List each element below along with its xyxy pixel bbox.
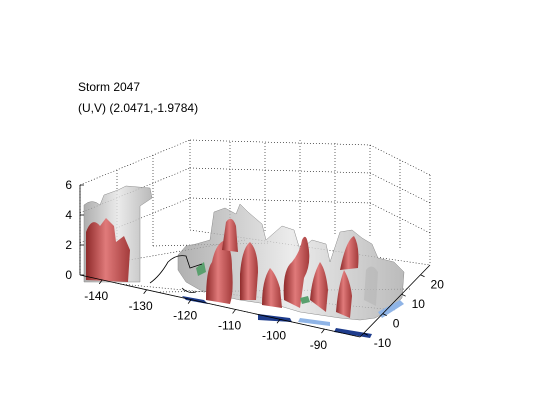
x-tick-mark xyxy=(98,279,103,285)
y-tick-mark xyxy=(401,293,406,297)
x-tick-label: -130 xyxy=(129,299,153,313)
z-tick-label: 2 xyxy=(65,238,72,252)
x-tick-mark xyxy=(187,299,192,304)
y-axis-line xyxy=(359,264,431,338)
x-tick-label: -100 xyxy=(262,328,286,342)
x-tick-mark xyxy=(276,319,281,324)
y-tick-mark xyxy=(420,274,425,278)
x-axis-line xyxy=(79,274,361,338)
x-tick-mark xyxy=(232,309,236,314)
x-tick-label: -140 xyxy=(84,289,108,303)
z-tick-label: 4 xyxy=(65,208,72,222)
z-tick-label: 0 xyxy=(65,268,72,282)
y-tick-label: 20 xyxy=(431,278,445,292)
chart-subtitle: (U,V) (2.0471,-1.9784) xyxy=(78,101,199,115)
isosurface-render xyxy=(83,185,405,338)
y-tick-label: -10 xyxy=(374,336,392,350)
y-tick-mark xyxy=(382,313,387,317)
axes-box xyxy=(79,185,431,338)
x-tick-mark xyxy=(143,289,147,295)
x-tick-mark xyxy=(321,328,325,334)
y-tick-label: 10 xyxy=(412,297,426,311)
y-tick-label: 0 xyxy=(393,317,400,331)
z-tick-label: 6 xyxy=(65,178,72,192)
x-tick-label: -90 xyxy=(310,338,328,352)
x-tick-label: -110 xyxy=(218,318,241,332)
y-tick-mark xyxy=(363,332,368,336)
x-tick-label: -120 xyxy=(173,309,197,323)
chart-title: Storm 2047 xyxy=(78,80,141,94)
